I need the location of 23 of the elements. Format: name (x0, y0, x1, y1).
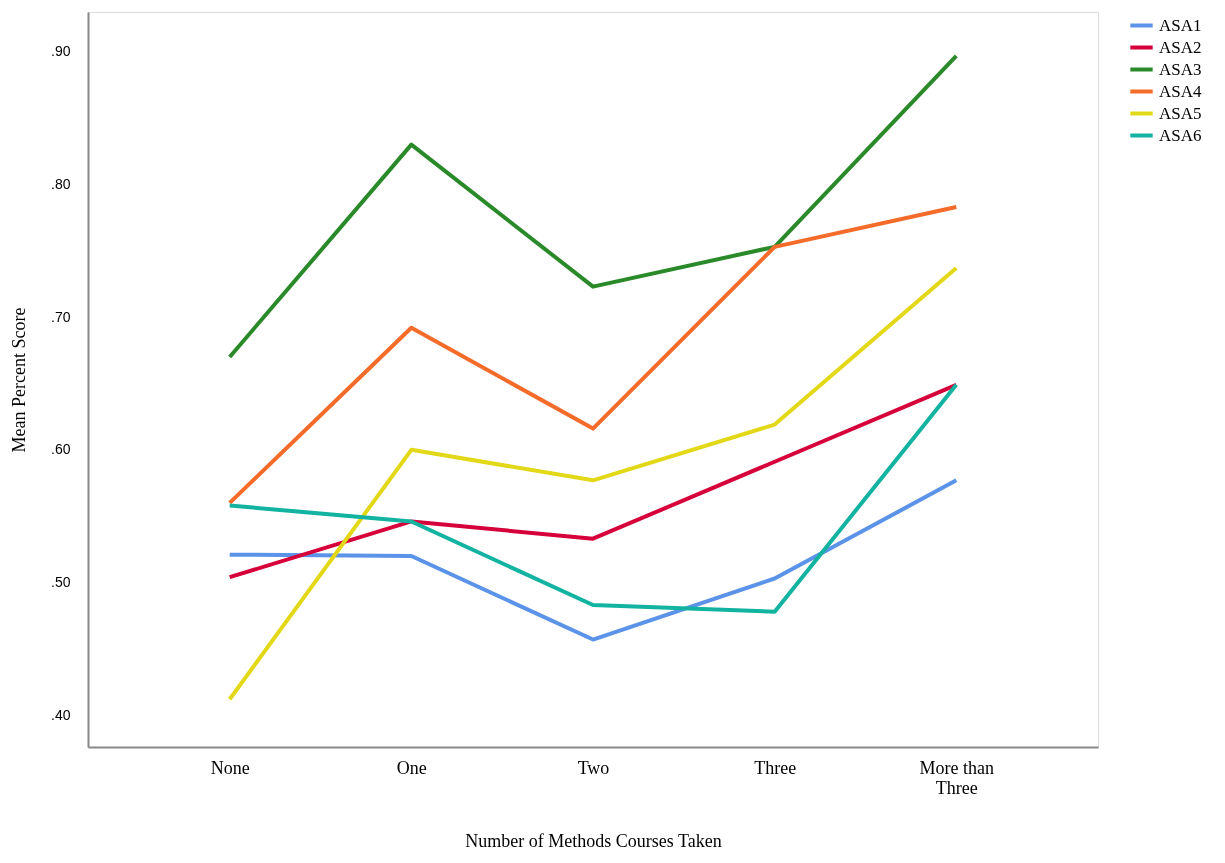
y-tick-label: .80 (51, 175, 71, 192)
legend-label: ASA5 (1159, 103, 1202, 123)
line-series (227, 53, 959, 359)
y-tick-label: .70 (51, 308, 71, 325)
y-tick-label: .40 (51, 706, 71, 723)
y-tick-label: .50 (51, 573, 71, 590)
legend-label: ASA1 (1159, 15, 1202, 35)
y-tick-label: .60 (51, 441, 71, 458)
x-tick-label: One (396, 757, 427, 778)
x-tick-label: Two (577, 757, 610, 778)
y-tick-label: .90 (51, 43, 71, 60)
legend-label: ASA2 (1159, 37, 1202, 57)
x-tick-label: None (210, 757, 250, 778)
legend-label: ASA4 (1159, 81, 1203, 101)
x-axis-title: Number of Methods Courses Taken (465, 830, 722, 851)
x-tick-label: More than Three (919, 757, 995, 798)
line-series (227, 478, 959, 642)
x-tick-label: Three (754, 757, 797, 778)
y-axis-title: Mean Percent Score (9, 307, 30, 453)
legend-label: ASA3 (1159, 59, 1202, 79)
line-series (227, 205, 959, 505)
legend-label: ASA6 (1159, 125, 1202, 145)
line-series (227, 266, 959, 702)
